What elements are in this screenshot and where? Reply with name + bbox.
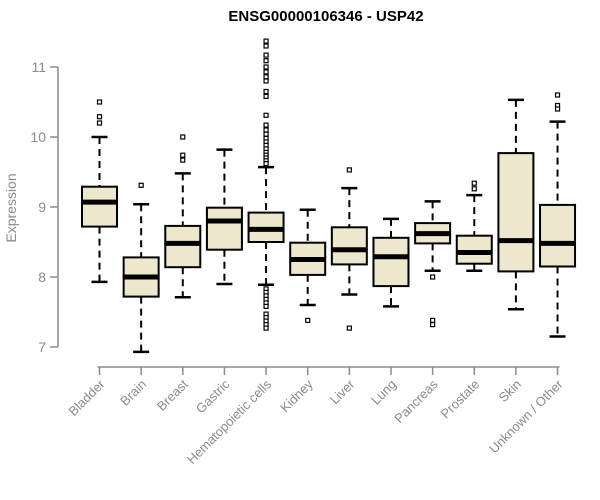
iqr-box [205,206,243,251]
iqr-box [372,236,410,288]
outlier-point [263,161,269,167]
y-tick-label: 10 [30,129,46,145]
outlier-point [471,180,477,186]
outlier-point [263,52,269,58]
y-tick-label: 9 [38,199,46,215]
outlier-point [430,274,436,280]
outlier-point [430,317,436,323]
outlier-point [180,152,186,158]
outlier-point [96,114,103,120]
chart-title: ENSG00000106346 - USP42 [228,8,423,25]
outlier-point [138,182,144,188]
x-tick-label-pancreas: Pancreas [391,376,441,426]
outlier-point [263,122,269,128]
boxplot-liver [330,167,368,331]
x-tick-label-breast: Breast [154,376,191,413]
x-tick-label-bladder: Bladder [65,376,108,419]
outlier-point [263,127,269,133]
y-axis-label: Expression [3,173,19,242]
iqr-box [539,203,577,268]
boxplot-skin [497,98,535,311]
outlier-point [263,58,269,64]
x-tick-label-liver: Liver [327,376,358,407]
outlier-point [471,186,477,192]
outlier-point [263,325,269,331]
iqr-box [164,224,202,269]
x-tick-label-unknown-other: Unknown / Other [486,376,566,456]
outlier-point [346,167,352,173]
outlier-point [263,43,269,49]
outlier-point [263,69,269,75]
outlier-point [263,64,269,70]
boxplot-pancreas [414,200,452,328]
x-tick-label-gastric: Gastric [193,376,233,416]
outlier-point [263,74,269,80]
outlier-point [180,134,186,140]
outlier-point [430,322,436,328]
x-tick-label-prostate: Prostate [438,377,483,422]
x-tick-label-kidney: Kidney [277,376,316,415]
iqr-box [497,152,535,273]
iqr-box [455,234,493,265]
x-tick-label-lung: Lung [368,377,399,408]
boxplot-prostate [455,180,493,272]
outlier-point [346,325,352,331]
outlier-point [263,93,269,100]
boxplot-breast [164,134,202,299]
outlier-point [305,317,311,323]
outlier-point [96,120,103,126]
outlier-point [263,78,269,84]
y-tick-label: 8 [38,269,46,285]
iqr-box [330,226,368,266]
y-tick-label: 7 [38,339,46,355]
outlier-point [263,112,269,118]
outlier-point [263,88,269,95]
boxplot-bladder [81,99,118,284]
x-tick-label-skin: Skin [496,377,524,405]
outlier-point [554,92,561,98]
boxplot-kidney [289,208,327,323]
iqr-box [81,185,118,228]
outlier-point [263,38,269,44]
boxplot-unknown-other [539,92,577,338]
boxplot-gastric [205,148,243,286]
outlier-point [96,99,103,105]
x-tick-label-brain: Brain [117,377,149,409]
outlier-point [554,106,561,112]
outlier-point [263,131,269,137]
boxplot-lung [372,217,410,308]
y-tick-label: 11 [31,59,46,75]
boxplot-brain [122,182,160,354]
boxplot-hematopoietic-cells [247,38,285,331]
outlier-point [180,157,186,163]
outlier-point [263,303,269,309]
